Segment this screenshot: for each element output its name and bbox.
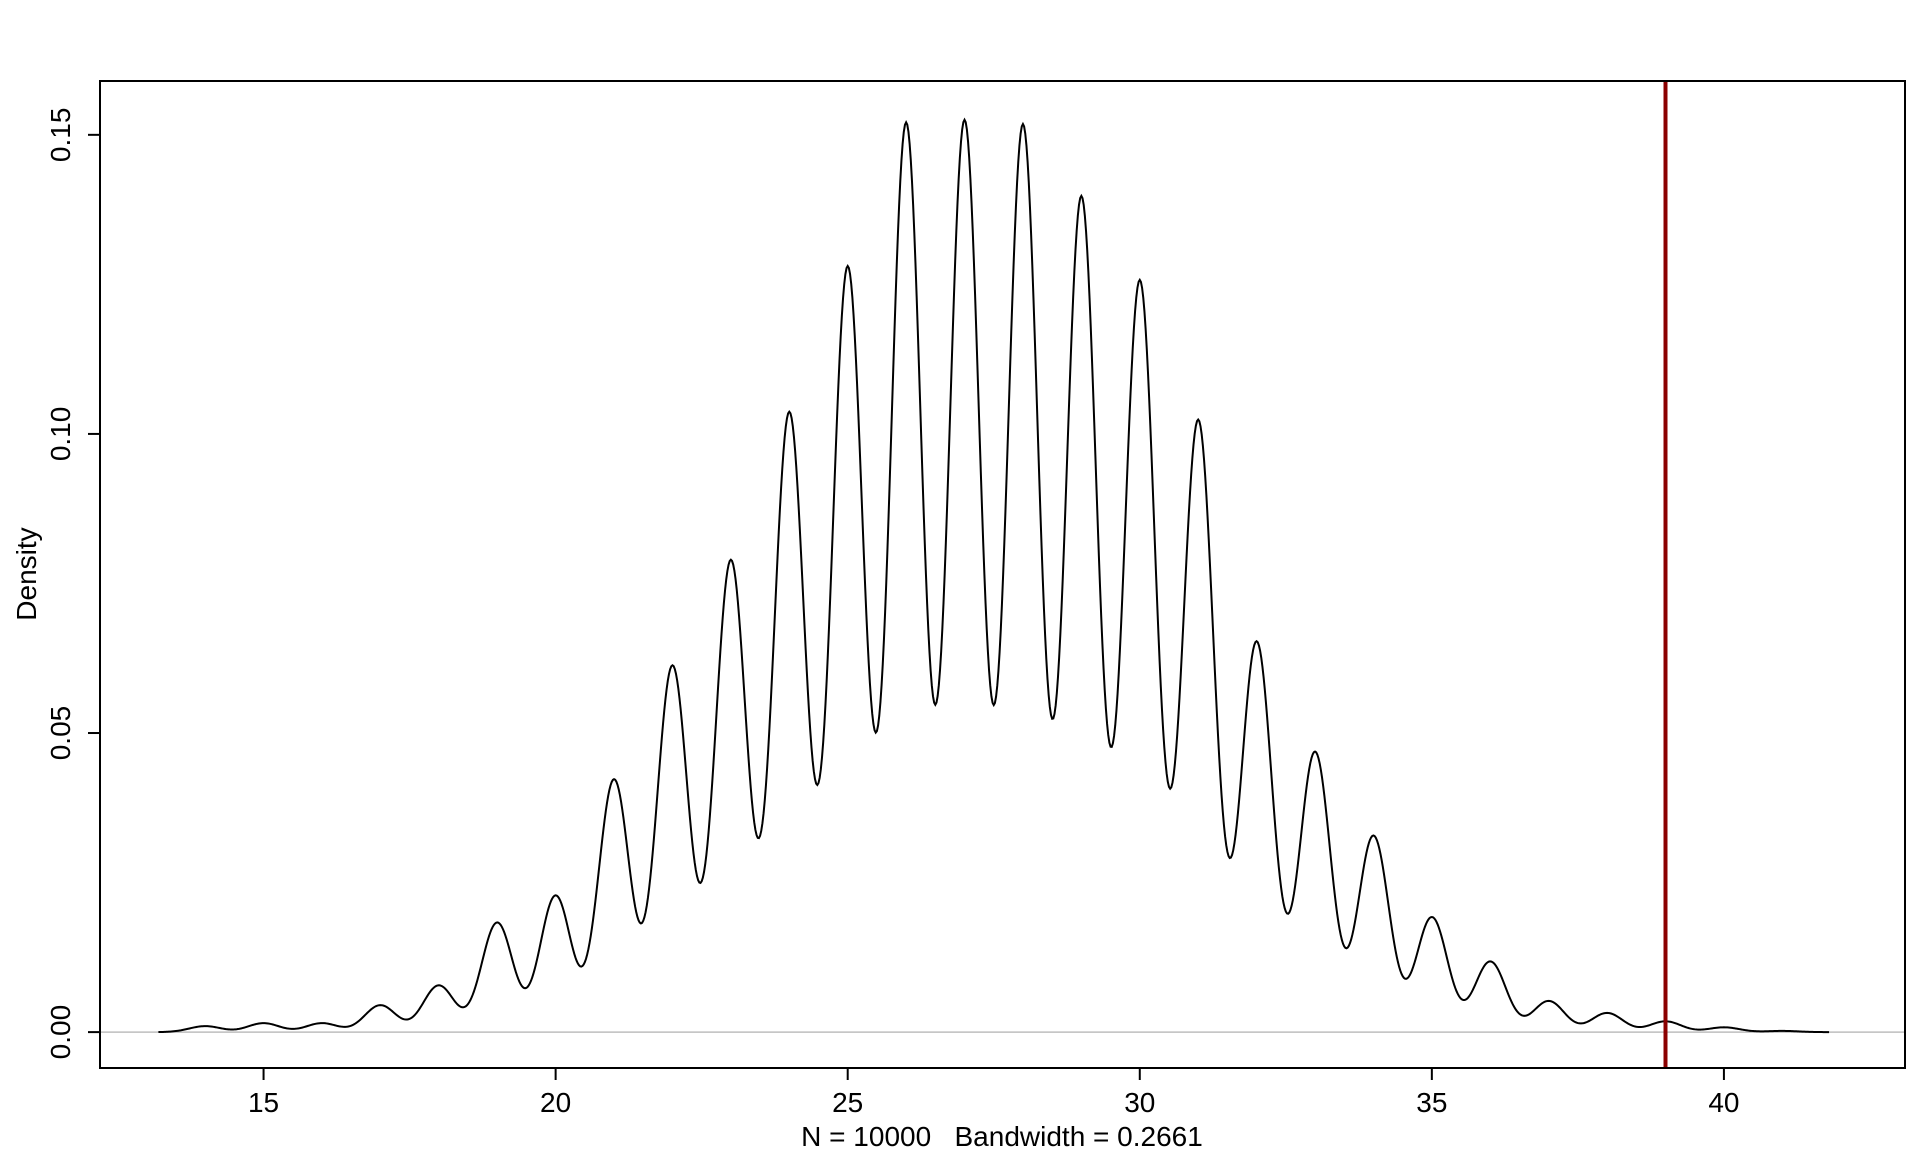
x-tick-label: 30 xyxy=(1124,1087,1155,1118)
density-curve-layer xyxy=(158,117,1830,1034)
y-tick-label: 0.05 xyxy=(45,706,76,761)
y-tick-label: 0.10 xyxy=(45,407,76,462)
x-tick-label: 40 xyxy=(1708,1087,1739,1118)
x-axis-label: N = 10000 Bandwidth = 0.2661 xyxy=(801,1121,1203,1152)
y-axis-label: Density xyxy=(11,527,42,620)
x-tick-label: 35 xyxy=(1416,1087,1447,1118)
y-tick-label: 0.15 xyxy=(45,108,76,163)
x-tick-label: 20 xyxy=(540,1087,571,1118)
y-tick-label: 0.00 xyxy=(45,1005,76,1060)
density-curve xyxy=(158,117,1830,1034)
x-tick-label: 15 xyxy=(248,1087,279,1118)
x-axis: 15 20 25 30 35 40 xyxy=(248,1067,1739,1118)
x-tick-label: 25 xyxy=(832,1087,863,1118)
y-axis: 0.00 0.05 0.10 0.15 xyxy=(45,108,101,1060)
